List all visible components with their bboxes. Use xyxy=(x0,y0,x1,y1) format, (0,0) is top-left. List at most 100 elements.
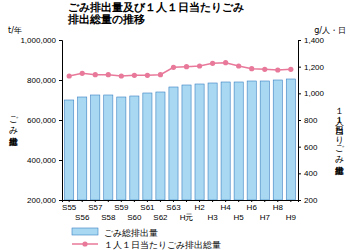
tick-mark xyxy=(134,200,135,202)
tick: H8 xyxy=(273,200,284,212)
tick: 1,200 xyxy=(298,63,325,72)
y-axis: 200,000400,000600,000800,0001,000,000 xyxy=(20,36,62,205)
tick-label: 1,200 xyxy=(304,63,325,72)
tick: H2 xyxy=(194,200,205,212)
bar xyxy=(221,82,230,200)
marker xyxy=(93,72,98,77)
tick-label: 200,000 xyxy=(27,196,56,205)
tick-mark xyxy=(82,200,83,202)
tick-label: 1,000 xyxy=(304,89,325,98)
tick: H9 xyxy=(286,200,297,222)
marker xyxy=(80,71,85,76)
bar xyxy=(260,81,269,200)
legend-item: １人１日当たりごみ排出総量 xyxy=(72,240,221,250)
bar xyxy=(117,97,126,200)
tick: H5 xyxy=(234,200,245,222)
tick: 200 xyxy=(298,196,318,205)
tick: H6 xyxy=(247,200,258,212)
y2-axis: 2004006008001,0001,2001,400 xyxy=(298,36,325,205)
tick: 1,000 xyxy=(298,89,325,98)
y2-axis-title: １人１日当たりごみ排出総量 xyxy=(335,101,346,176)
bar xyxy=(195,84,204,200)
marker xyxy=(106,72,111,77)
chart: ごみ排出量及び１人１日当たりごみ排出総量の推移t/年g/人・日200,00040… xyxy=(0,0,350,250)
bar xyxy=(169,87,178,200)
marker xyxy=(236,63,241,68)
legend-marker xyxy=(82,241,87,246)
marker xyxy=(223,60,228,65)
bar xyxy=(65,100,74,200)
tick-mark xyxy=(59,200,62,201)
marker xyxy=(210,61,215,66)
line xyxy=(69,63,291,76)
tick-mark xyxy=(59,40,62,41)
axis-line xyxy=(59,41,63,201)
tick-label: S59 xyxy=(114,203,129,212)
tick: 200,000 xyxy=(27,196,62,205)
tick-mark xyxy=(264,200,265,202)
bar xyxy=(286,79,295,200)
tick-label: 1,400 xyxy=(304,36,325,45)
tick: H元 xyxy=(180,200,194,222)
tick-label: 800,000 xyxy=(27,76,56,85)
marker xyxy=(67,73,72,78)
marks xyxy=(65,60,296,200)
tick-mark xyxy=(59,80,62,81)
tick: S63 xyxy=(166,200,181,212)
marker xyxy=(184,64,189,69)
tick-mark xyxy=(298,120,301,121)
bar xyxy=(273,80,282,200)
marker xyxy=(171,65,176,70)
tick-mark xyxy=(290,200,291,202)
tick-label: H7 xyxy=(260,213,271,222)
tick-label: 800 xyxy=(304,116,318,125)
tick: 600 xyxy=(298,143,318,152)
y-unit: t/年 xyxy=(8,26,22,35)
tick-mark xyxy=(238,200,239,202)
tick-mark xyxy=(160,200,161,202)
tick: S61 xyxy=(140,200,155,212)
marker xyxy=(249,66,254,71)
tick-label: S56 xyxy=(75,213,90,222)
bar xyxy=(156,92,165,200)
marker xyxy=(119,73,124,78)
tick: H4 xyxy=(221,200,232,212)
tick: 800 xyxy=(298,116,318,125)
tick: 800,000 xyxy=(27,76,62,85)
tick-mark xyxy=(298,147,301,148)
tick-label: S63 xyxy=(166,203,181,212)
tick-label: 200 xyxy=(304,196,318,205)
tick: H3 xyxy=(207,200,218,222)
tick-label: 400,000 xyxy=(27,156,56,165)
legend: ごみ総排出量 １人１日当たりごみ排出総量 xyxy=(72,228,221,250)
tick-label: S61 xyxy=(140,203,155,212)
tick: 1,000,000 xyxy=(20,36,62,45)
title: 排出総量の推移 xyxy=(67,13,145,26)
tick-label: H9 xyxy=(286,213,297,222)
bar xyxy=(143,93,152,200)
marker xyxy=(158,72,163,77)
tick-mark xyxy=(108,200,109,202)
y-axis-title: ごみ総排出量 xyxy=(9,110,20,147)
tick-mark xyxy=(298,40,301,41)
marker xyxy=(275,67,280,72)
tick-label: S60 xyxy=(127,213,142,222)
tick-mark xyxy=(59,160,62,161)
tick-label: H元 xyxy=(180,213,194,222)
tick-mark xyxy=(298,173,301,174)
tick-label: S58 xyxy=(101,213,116,222)
tick-label: H2 xyxy=(194,203,205,212)
bar xyxy=(104,95,113,200)
tick-label: H8 xyxy=(273,203,284,212)
tick-label: H4 xyxy=(221,203,232,212)
legend-label: ごみ総排出量 xyxy=(104,228,158,238)
bar xyxy=(130,96,139,200)
bar xyxy=(247,81,256,200)
bar xyxy=(78,97,87,200)
tick-mark xyxy=(59,120,62,121)
tick: S57 xyxy=(88,200,103,212)
plot: 200,000400,000600,000800,0001,000,000200… xyxy=(20,36,324,222)
tick-label: 600 xyxy=(304,143,318,152)
bar xyxy=(91,95,100,200)
tick-label: S62 xyxy=(153,213,168,222)
